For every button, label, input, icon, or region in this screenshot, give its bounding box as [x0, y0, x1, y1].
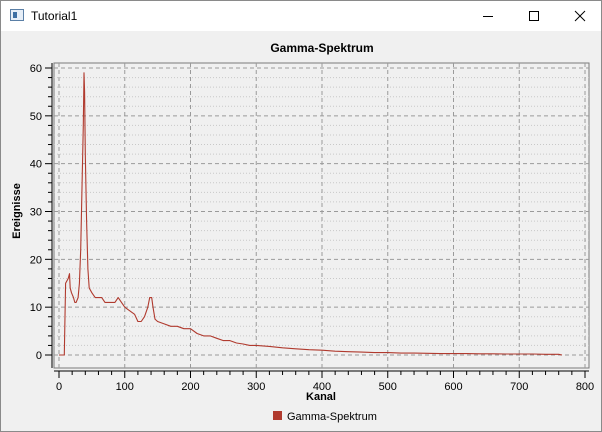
x-tick-label: 0: [56, 381, 62, 393]
x-tick-label: 500: [379, 381, 397, 393]
legend-swatch: [273, 411, 282, 420]
y-tick-label: 40: [30, 159, 42, 171]
y-tick-label: 0: [36, 350, 42, 362]
legend-label: Gamma-Spektrum: [287, 411, 377, 423]
x-tick-label: 600: [444, 381, 462, 393]
x-tick-label: 100: [116, 381, 134, 393]
series-line: [59, 72, 563, 356]
chart-title: Gamma-Spektrum: [270, 41, 373, 55]
minimize-icon: [483, 16, 493, 17]
x-tick-label: 700: [510, 381, 528, 393]
minimize-button[interactable]: [465, 1, 511, 31]
y-tick-label: 10: [30, 302, 42, 314]
app-icon: [10, 9, 24, 21]
close-icon: [574, 10, 586, 22]
x-axis-title: Kanal: [306, 391, 336, 403]
window-title: Tutorial1: [31, 9, 78, 23]
y-axis-title: Ereignisse: [11, 183, 23, 239]
y-tick-label: 20: [30, 254, 42, 266]
x-tick-label: 300: [247, 381, 265, 393]
y-tick-label: 30: [30, 207, 42, 219]
maximize-button[interactable]: [511, 1, 557, 31]
title-bar: Tutorial1: [1, 1, 601, 31]
series-layer: [59, 72, 563, 356]
y-tick-label: 60: [30, 63, 42, 75]
x-tick-label: 200: [181, 381, 199, 393]
legend: Gamma-Spektrum: [273, 411, 377, 423]
x-tick-label: 400: [313, 381, 331, 393]
close-button[interactable]: [557, 1, 602, 31]
maximize-icon: [529, 11, 539, 21]
x-tick-label: 800: [576, 381, 594, 393]
grid: [54, 63, 589, 368]
y-tick-label: 50: [30, 111, 42, 123]
